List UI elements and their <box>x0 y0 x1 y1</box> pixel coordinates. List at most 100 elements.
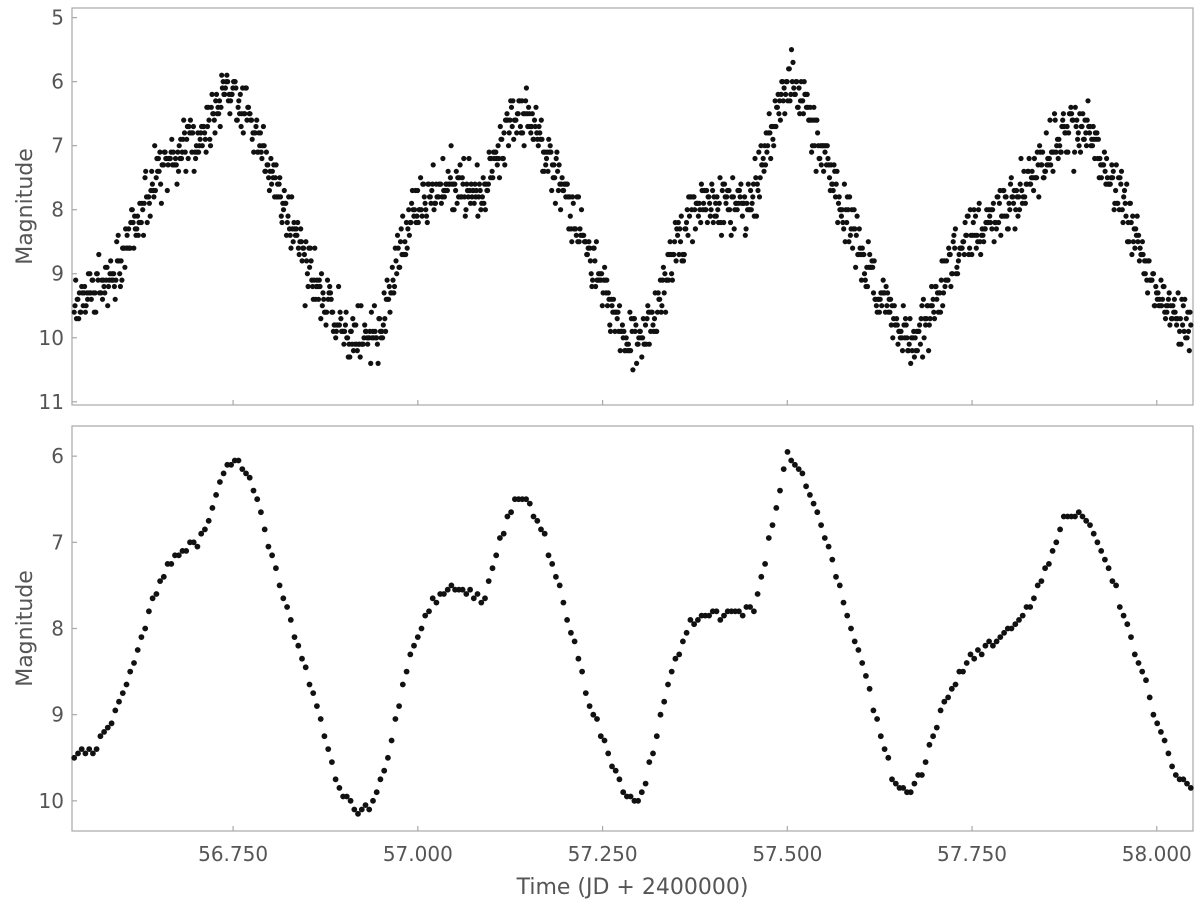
data-point <box>392 716 399 722</box>
data-point <box>321 733 328 740</box>
data-point <box>207 143 214 149</box>
data-point <box>615 309 621 315</box>
data-point <box>430 162 436 168</box>
data-point <box>485 578 492 584</box>
data-point <box>792 461 798 468</box>
data-point <box>996 219 1002 226</box>
data-point <box>824 143 830 149</box>
data-point <box>362 322 368 328</box>
data-point <box>1098 175 1104 181</box>
data-point <box>225 79 231 85</box>
data-point <box>892 780 899 787</box>
data-point <box>1046 561 1052 567</box>
data-point <box>365 341 371 347</box>
data-point <box>777 487 783 494</box>
data-point <box>739 612 746 619</box>
data-point <box>742 194 748 200</box>
data-point <box>374 341 380 347</box>
data-point <box>1154 720 1161 727</box>
data-point <box>295 245 301 251</box>
data-point <box>833 181 839 187</box>
data-point <box>131 660 137 666</box>
data-point <box>126 226 132 232</box>
data-point <box>411 642 417 649</box>
data-point <box>87 271 93 277</box>
data-point <box>104 724 111 731</box>
data-point <box>138 634 145 640</box>
data-point <box>1113 162 1119 168</box>
data-point <box>381 767 388 774</box>
data-point <box>1084 117 1090 123</box>
data-point <box>799 470 806 477</box>
data-point <box>254 496 261 503</box>
data-point <box>198 130 204 136</box>
data-point <box>399 681 406 688</box>
data-point <box>672 655 679 662</box>
data-point <box>227 111 233 117</box>
data-point <box>408 219 414 226</box>
data-point <box>982 226 988 232</box>
data-point <box>920 296 927 302</box>
data-point <box>543 162 549 168</box>
data-point <box>676 651 683 658</box>
data-point <box>879 303 885 309</box>
data-point <box>505 143 512 149</box>
data-point <box>462 213 468 219</box>
data-point <box>919 303 925 309</box>
data-point <box>324 309 330 315</box>
data-point <box>750 194 756 200</box>
data-point <box>1124 621 1131 628</box>
data-point <box>279 219 285 226</box>
data-point <box>576 239 582 245</box>
data-point <box>467 586 473 593</box>
data-point <box>173 162 179 168</box>
data-point <box>294 232 300 238</box>
data-point <box>453 168 459 174</box>
data-point <box>713 213 719 219</box>
data-point <box>119 277 125 283</box>
data-point <box>654 328 660 334</box>
data-point <box>701 200 707 206</box>
data-point <box>736 608 742 615</box>
data-point <box>581 232 587 238</box>
data-point <box>937 290 943 296</box>
data-point <box>637 328 643 334</box>
data-point <box>117 271 123 277</box>
data-point <box>739 213 746 219</box>
data-point <box>460 181 466 187</box>
data-point <box>758 573 765 580</box>
data-point <box>788 91 794 97</box>
data-point <box>721 612 727 619</box>
data-point <box>1094 539 1101 546</box>
data-point <box>333 328 339 334</box>
data-point <box>851 638 858 645</box>
data-point <box>146 200 152 206</box>
data-point <box>1185 328 1192 334</box>
data-point <box>620 789 627 796</box>
data-point <box>718 232 725 238</box>
data-point <box>404 245 410 251</box>
data-point <box>755 187 761 194</box>
data-point <box>184 136 190 142</box>
data-point <box>111 271 117 277</box>
data-point <box>252 130 258 136</box>
data-point <box>1188 322 1194 328</box>
data-point <box>354 348 360 354</box>
data-point <box>665 681 671 688</box>
data-point <box>507 117 513 123</box>
data-point <box>105 283 112 290</box>
data-point <box>1102 168 1108 174</box>
data-point <box>149 168 155 174</box>
data-point <box>753 175 759 181</box>
data-point <box>464 181 470 187</box>
data-point <box>991 239 997 245</box>
data-point <box>590 711 597 718</box>
data-point <box>260 123 266 130</box>
data-point <box>829 556 836 563</box>
data-point <box>730 175 736 181</box>
data-point <box>276 181 282 187</box>
data-point <box>1105 565 1112 572</box>
data-point <box>501 130 507 136</box>
data-point <box>296 251 302 258</box>
data-point <box>616 776 623 783</box>
